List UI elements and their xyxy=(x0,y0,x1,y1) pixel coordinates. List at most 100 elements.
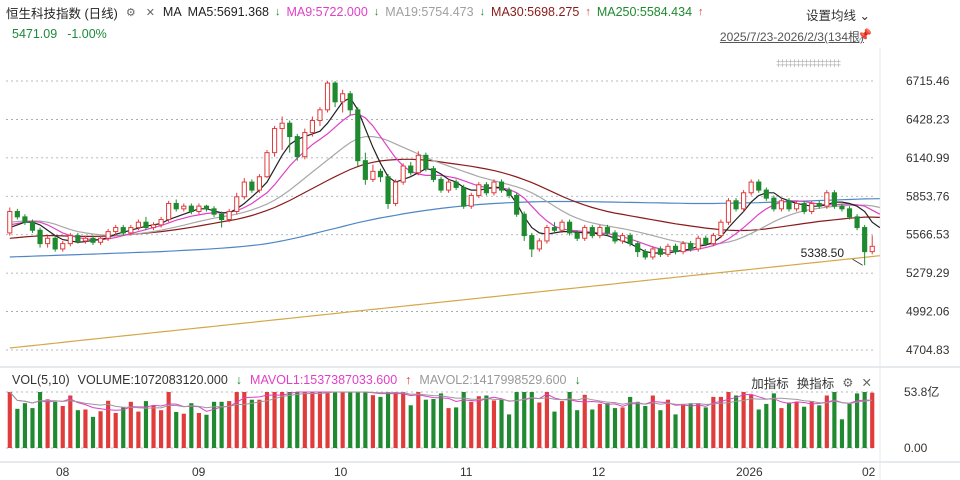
candle-body xyxy=(29,221,36,231)
candle-body xyxy=(778,200,785,210)
volume-bar xyxy=(143,401,149,448)
volume-bar xyxy=(22,403,27,448)
candle-body xyxy=(635,243,641,253)
down-arrow-icon: ↓ xyxy=(274,6,281,18)
candle-body xyxy=(423,154,429,170)
low-marker-line xyxy=(852,258,863,266)
mini-tick-strip: ‡‡‡‡‡‡‡‡‡‡‡‡‡‡‡‡ xyxy=(776,58,841,68)
candle-body xyxy=(150,224,157,229)
candle-body xyxy=(597,227,603,237)
candle-body xyxy=(854,216,860,229)
volume-bar xyxy=(264,392,270,448)
volume-bar xyxy=(159,410,164,448)
x-tick-label: 02 xyxy=(862,465,876,479)
x-tick-label: 10 xyxy=(334,465,348,479)
volume-bar xyxy=(257,399,262,448)
volume-bar xyxy=(196,413,201,448)
candle-body xyxy=(445,181,452,191)
candle-body xyxy=(166,202,172,221)
candle-body xyxy=(771,197,777,210)
candle-body xyxy=(241,181,247,198)
ma-settings-button[interactable]: 设置均线 ⌄ xyxy=(806,5,870,24)
volume-bar xyxy=(393,392,398,448)
date-range[interactable]: 2025/7/23-2026/2/3(134根) xyxy=(719,30,864,44)
volume-bar xyxy=(559,401,565,448)
candle-body xyxy=(498,181,505,191)
volume-bar xyxy=(802,406,807,448)
candle-body xyxy=(37,229,43,245)
candle-body xyxy=(324,82,331,111)
candle-body xyxy=(219,213,225,221)
volume-bar xyxy=(431,399,436,448)
volume-bar xyxy=(741,392,746,448)
candle-body xyxy=(105,231,111,239)
candle-body xyxy=(514,194,520,215)
candle-body xyxy=(135,221,141,229)
volume-bar xyxy=(847,403,852,448)
volume-bar xyxy=(529,392,534,448)
volume-bar xyxy=(824,395,829,448)
up-arrow-icon: ↑ xyxy=(698,6,704,18)
volume-bar xyxy=(30,408,35,448)
volume-bar xyxy=(333,392,338,448)
volume-bar xyxy=(68,395,73,448)
y-tick-label: 5853.76 xyxy=(906,189,950,203)
switch-indicator-button[interactable]: 换指标 xyxy=(796,377,835,391)
volume-bar xyxy=(45,399,50,448)
settings-icon[interactable]: ⚙ xyxy=(125,6,136,19)
candle-body xyxy=(249,181,255,191)
candle-body xyxy=(97,237,104,243)
volume-bar xyxy=(83,409,88,448)
volume-bar xyxy=(174,411,179,448)
candle-body xyxy=(226,211,232,221)
volume-bar xyxy=(733,395,739,448)
volume-bar xyxy=(355,392,360,448)
volume-bar xyxy=(665,399,671,448)
volume-bar xyxy=(401,392,406,448)
volume-bar xyxy=(590,409,595,448)
volume-bar xyxy=(136,411,141,448)
volume-bar xyxy=(567,392,572,448)
candle-body xyxy=(786,200,792,210)
volume-bar xyxy=(370,395,375,448)
candle-body xyxy=(491,181,497,194)
volume-bar xyxy=(75,410,80,448)
candle-body xyxy=(763,189,769,199)
candle-body xyxy=(476,184,482,196)
candle-body xyxy=(604,227,611,234)
mavol2-value: MAVOL2:1417998529.600 xyxy=(419,373,567,387)
candle-body xyxy=(665,245,671,255)
price-change: -1.00% xyxy=(67,27,107,41)
pin-icon[interactable]: 📌 xyxy=(857,28,872,42)
add-indicator-button[interactable]: 加指标 xyxy=(751,377,789,391)
candle-body xyxy=(688,243,694,250)
volume-bar xyxy=(817,405,822,448)
volume-bar xyxy=(771,393,776,448)
price-row: 5471.09 -1.00% xyxy=(12,27,107,41)
volume-bar xyxy=(166,392,171,448)
gear-icon[interactable]: ⚙ xyxy=(842,376,854,390)
volume-bar xyxy=(287,392,292,448)
candle-body xyxy=(559,221,565,231)
close-icon[interactable]: ✕ xyxy=(861,376,872,390)
volume-bar xyxy=(272,392,277,448)
up-arrow-icon: ↑ xyxy=(585,6,591,18)
candle-body xyxy=(113,227,119,233)
candle-body xyxy=(234,196,240,213)
candle-body xyxy=(703,237,709,245)
vol-label[interactable]: VOL(5,10) xyxy=(12,373,70,387)
volume-bar xyxy=(522,392,527,448)
index-title[interactable]: 恒生科技指数 (日线) xyxy=(6,6,118,21)
candle-body xyxy=(627,235,633,245)
volume-bar xyxy=(839,419,845,448)
candle-body xyxy=(340,93,346,103)
ma250-value: MA250:5584.434 xyxy=(596,5,693,19)
candle-body xyxy=(657,248,663,255)
volume-bar xyxy=(764,403,769,448)
volume-bar xyxy=(809,401,814,448)
close-icon[interactable]: ✕ xyxy=(145,6,155,19)
candle-body xyxy=(181,205,187,210)
volume-bar xyxy=(786,402,792,448)
volume-bar xyxy=(219,401,224,448)
